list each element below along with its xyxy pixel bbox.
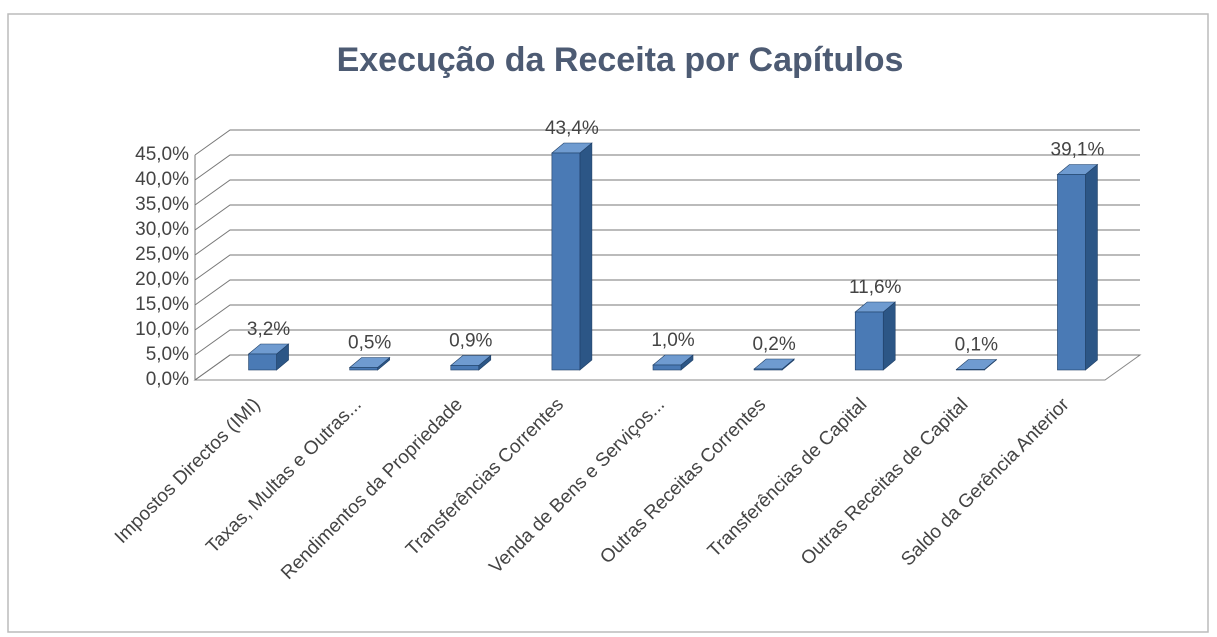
value-label: 39,1% xyxy=(1051,140,1105,161)
y-tick-label: 15,0% xyxy=(135,294,189,315)
bar-3d xyxy=(348,356,391,371)
grid-line xyxy=(194,329,1140,356)
value-label: 11,6% xyxy=(849,277,902,298)
bar xyxy=(450,365,480,371)
y-tick-label: 20,0% xyxy=(135,269,189,290)
bar xyxy=(551,152,581,371)
bar-3d xyxy=(652,354,694,371)
y-tick-label: 45,0% xyxy=(135,144,189,165)
value-label: 0,1% xyxy=(955,335,998,356)
bar-3d xyxy=(1056,163,1099,371)
grid-line xyxy=(194,129,1140,156)
bar-3d xyxy=(551,142,593,371)
bar-side xyxy=(1085,163,1098,371)
grid-line xyxy=(194,179,1140,206)
grid-line xyxy=(194,229,1140,256)
bar xyxy=(652,364,682,371)
bar-3d xyxy=(753,358,795,371)
y-tick-label: 30,0% xyxy=(135,219,189,240)
bar-3d xyxy=(955,358,998,371)
bar-3d xyxy=(247,343,290,371)
grid-line xyxy=(194,279,1140,306)
y-tick-label: 0,0% xyxy=(146,369,189,390)
grid-line xyxy=(194,204,1140,231)
grid-line xyxy=(194,354,1140,381)
y-tick-label: 25,0% xyxy=(135,244,189,265)
value-label: 3,2% xyxy=(247,319,290,340)
grid-line xyxy=(194,154,1140,181)
chart-title: Execução da Receita por Capítulos xyxy=(337,41,904,79)
grid-line xyxy=(194,304,1140,331)
value-label: 0,9% xyxy=(449,331,492,352)
y-tick-label: 10,0% xyxy=(135,319,189,340)
grid-line xyxy=(194,254,1140,281)
bar-3d xyxy=(854,301,897,371)
value-label: 43,4% xyxy=(545,118,599,139)
bar xyxy=(248,353,277,371)
bar xyxy=(1057,174,1086,371)
bar-3d xyxy=(449,354,492,371)
bar-side xyxy=(579,142,593,371)
value-label: 0,5% xyxy=(348,333,391,354)
y-tick-label: 5,0% xyxy=(146,344,189,365)
bar xyxy=(956,369,985,371)
bar xyxy=(854,311,884,371)
chart-border xyxy=(7,13,1209,633)
y-tick-label: 40,0% xyxy=(135,169,189,190)
bar xyxy=(349,367,378,371)
value-label: 1,0% xyxy=(651,330,694,351)
bar-side xyxy=(882,301,896,371)
y-tick-label: 35,0% xyxy=(135,194,189,215)
bar xyxy=(753,368,783,371)
value-label: 0,2% xyxy=(752,334,795,355)
